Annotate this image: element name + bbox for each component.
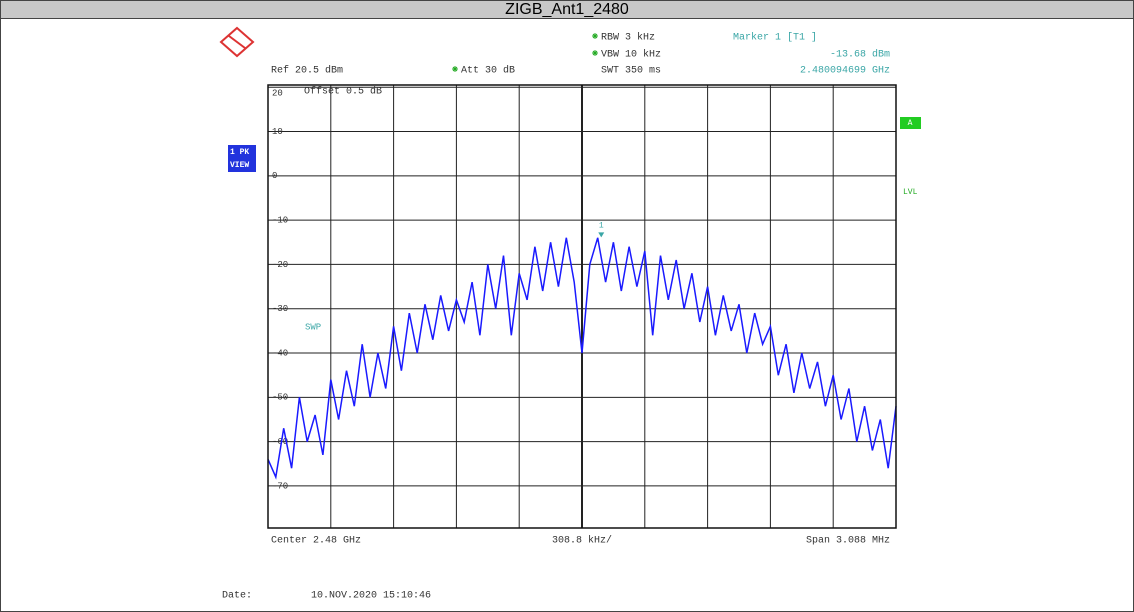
y-tick-label: -20: [272, 260, 288, 270]
center: Center 2.48 GHz: [271, 536, 361, 547]
y-tick-label: 10: [272, 127, 283, 137]
y-tick-label: 20: [272, 89, 283, 99]
trace-label: A: [908, 119, 913, 128]
swt: SWT 350 ms: [601, 66, 661, 77]
rbw: RBW 3 kHz: [601, 32, 655, 44]
view-label: VIEW: [230, 161, 249, 170]
ref: Ref 20.5 dBm: [271, 65, 343, 77]
date-label: Date:: [222, 591, 252, 602]
lvl: LVL: [903, 188, 918, 197]
y-tick-label: 0: [272, 171, 277, 181]
y-tick-label: -40: [272, 348, 288, 358]
plot-border: [267, 84, 897, 529]
title: ZIGB_Ant1_2480: [505, 1, 629, 18]
att: Att 30 dB: [461, 65, 515, 77]
date: 10.NOV.2020 15:10:46: [311, 591, 431, 602]
view-box: [228, 145, 256, 172]
y-tick-label: -50: [272, 393, 288, 403]
y-tick-label: -10: [272, 215, 288, 225]
swp: SWP: [305, 322, 321, 332]
star-icons: [452, 33, 598, 72]
offset: Offset 0.5 dB: [304, 86, 382, 98]
marker-name: 1: [599, 222, 604, 231]
marker-frequency: 2.480094699 GHz: [800, 66, 890, 77]
y-tick-label: -30: [272, 304, 288, 314]
marker: [598, 232, 605, 238]
trace: [267, 237, 897, 480]
logo: [219, 26, 255, 58]
vbw: VBW 10 kHz: [601, 49, 661, 61]
marker-title: Marker 1 [T1 ]: [733, 32, 817, 44]
span: Span 3.088 MHz: [806, 536, 890, 547]
view-label: 1 PK: [230, 148, 249, 157]
trace-box: [900, 117, 921, 129]
y-tick-label: -60: [272, 437, 288, 447]
y-tick-label: -70: [272, 481, 288, 491]
per-div: 308.8 kHz/: [552, 535, 612, 547]
marker-level: -13.68 dBm: [830, 49, 890, 61]
